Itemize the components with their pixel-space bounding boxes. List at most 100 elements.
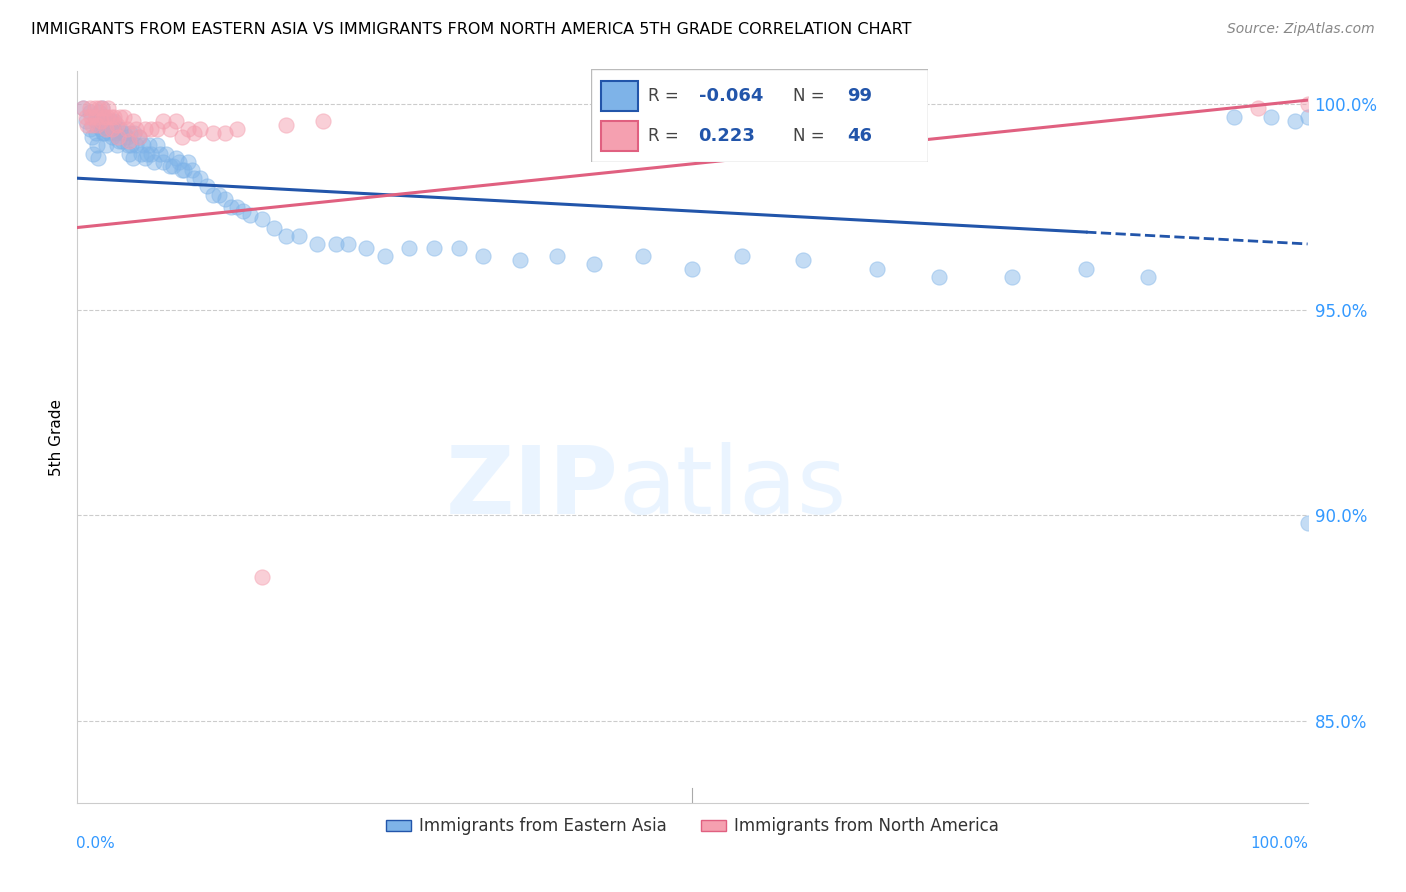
Point [201,126,224,140]
Point [82,130,104,145]
Point [89,101,111,115]
Point [97,118,120,132]
Point [136,146,159,161]
Text: N =: N = [793,87,830,105]
Point [112,110,135,124]
Point [134,151,156,165]
Point [208,187,231,202]
Point [110,110,132,124]
Point [509,253,531,268]
Point [82,146,104,161]
Point [94,121,117,136]
Point [170,130,193,145]
Point [188,121,212,136]
Point [108,134,131,148]
Point [105,118,128,132]
Point [312,113,335,128]
Point [72,101,94,115]
Point [1296,516,1319,531]
Point [1260,110,1282,124]
Point [101,121,124,136]
Point [1296,110,1319,124]
Point [214,192,236,206]
Text: -0.064: -0.064 [699,87,763,105]
FancyBboxPatch shape [600,81,638,111]
Point [170,163,193,178]
Point [75,110,97,124]
Text: 0.223: 0.223 [699,128,755,145]
Point [583,258,606,272]
Point [125,138,148,153]
Point [866,261,889,276]
Point [98,126,121,140]
Point [84,110,107,124]
Point [162,159,184,173]
Point [97,101,120,115]
Point [80,110,103,124]
Text: IMMIGRANTS FROM EASTERN ASIA VS IMMIGRANTS FROM NORTH AMERICA 5TH GRADE CORRELAT: IMMIGRANTS FROM EASTERN ASIA VS IMMIGRAN… [31,22,911,37]
Point [79,121,101,136]
Point [1136,269,1159,284]
Point [177,121,200,136]
Point [263,220,285,235]
Point [111,134,132,148]
Point [398,241,420,255]
Point [180,163,202,178]
Point [103,113,125,128]
Point [146,121,169,136]
Point [288,228,311,243]
Point [94,138,117,153]
Point [90,118,114,132]
Point [87,151,110,165]
Point [165,113,187,128]
Point [93,126,115,140]
Point [183,126,205,140]
Point [183,171,205,186]
Point [121,151,143,165]
Point [423,241,446,255]
Point [165,151,187,165]
Point [120,126,142,140]
Point [93,110,115,124]
Point [100,110,122,124]
Point [115,121,138,136]
Point [128,130,150,145]
Point [142,154,165,169]
Point [1076,261,1098,276]
Text: ZIP: ZIP [446,442,619,534]
Point [82,118,104,132]
Point [214,126,236,140]
Point [195,179,218,194]
Point [72,101,94,115]
Point [1223,110,1246,124]
Text: Source: ZipAtlas.com: Source: ZipAtlas.com [1227,22,1375,37]
Point [112,126,135,140]
Point [155,146,177,161]
Point [117,138,139,153]
Point [122,126,145,140]
Point [115,130,138,145]
Point [89,105,111,120]
Point [125,121,148,136]
Text: R =: R = [648,128,689,145]
Point [152,154,174,169]
Point [121,113,143,128]
Point [90,121,112,136]
Point [149,146,172,161]
Point [928,269,950,284]
Point [226,200,249,214]
Point [177,154,200,169]
Point [105,138,128,153]
Point [250,212,273,227]
Point [1247,101,1270,115]
Point [90,101,114,115]
Point [472,249,495,263]
Point [201,187,224,202]
Point [107,130,129,145]
Point [307,236,329,251]
Text: atlas: atlas [619,442,846,534]
Point [792,253,814,268]
Point [134,121,156,136]
Point [731,249,754,263]
Point [173,163,195,178]
